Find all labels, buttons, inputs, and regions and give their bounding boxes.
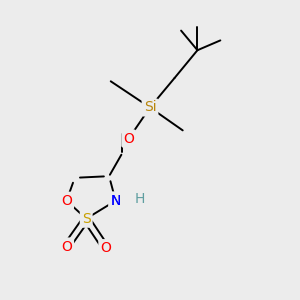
Text: O: O [61,239,72,254]
Text: O: O [61,239,72,254]
Text: N: N [110,194,121,208]
Text: O: O [123,131,134,146]
Text: O: O [123,131,134,146]
Text: H: H [135,192,146,206]
Text: N: N [110,194,121,208]
Text: O: O [61,194,72,208]
Text: N: N [110,194,121,208]
Text: O: O [61,194,72,208]
Text: O: O [100,241,111,255]
Text: N: N [110,194,121,208]
Text: S: S [82,212,91,226]
Text: O: O [100,241,111,255]
Text: S: S [82,212,91,226]
Text: Si: Si [144,100,156,115]
Text: Si: Si [144,100,156,115]
